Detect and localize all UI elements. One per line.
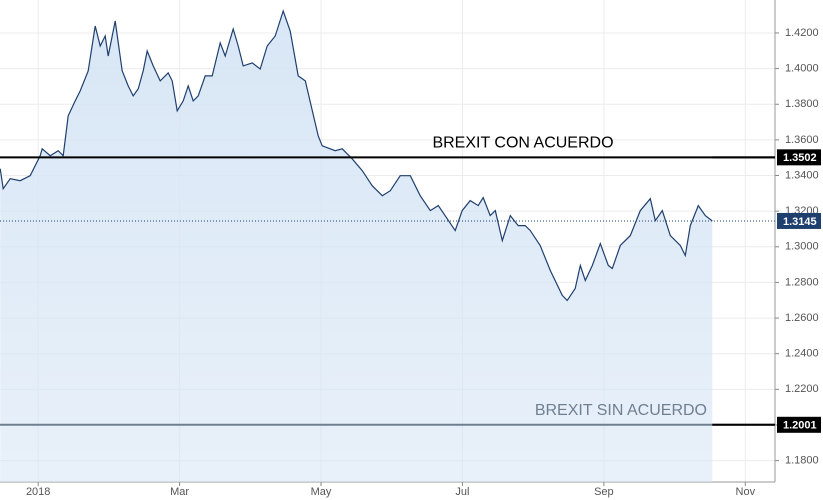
x-tick-label: Jul [455, 486, 469, 498]
level-box [777, 416, 821, 433]
area [0, 11, 713, 482]
x-tick-label: May [311, 486, 332, 498]
level-box [777, 149, 821, 166]
x-tick-label: Mar [170, 486, 189, 498]
y-tick-label: 1.3800 [785, 98, 819, 110]
level-label: BREXIT SIN ACUERDO [535, 402, 707, 419]
level-label: BREXIT CON ACUERDO [432, 135, 613, 152]
y-tick-label: 1.3600 [785, 134, 819, 146]
y-tick-label: 1.4400 [785, 0, 819, 3]
last-price-label: 1.3145 [783, 216, 817, 228]
level-value-label: 1.2001 [783, 420, 817, 432]
y-tick-label: 1.4000 [785, 63, 819, 75]
level-value-label: 1.3502 [783, 152, 817, 164]
line [0, 9, 713, 302]
y-tick-label: 1.3000 [785, 241, 819, 253]
last-price-box [777, 212, 821, 229]
y-tick-label: 1.2200 [785, 383, 819, 395]
y-tick-label: 1.1800 [785, 455, 819, 467]
y-tick-label: 1.2400 [785, 348, 819, 360]
x-tick-label: 2018 [26, 486, 50, 498]
x-tick-label: Sep [594, 486, 614, 498]
y-tick-label: 1.2800 [785, 276, 819, 288]
y-tick-label: 1.2600 [785, 312, 819, 324]
x-tick-label: Nov [736, 486, 756, 498]
y-tick-label: 1.4200 [785, 27, 819, 39]
y-tick-label: 1.3400 [785, 169, 819, 181]
